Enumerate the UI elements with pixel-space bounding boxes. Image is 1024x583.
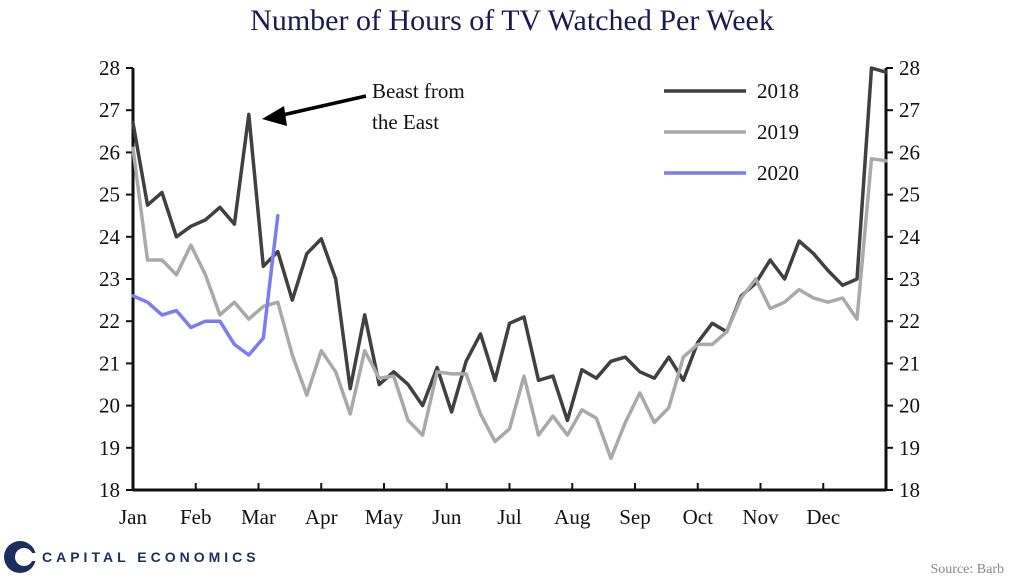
legend: 2018 2019 2020 bbox=[664, 79, 799, 185]
y-tick-label-right: 21 bbox=[899, 351, 920, 375]
y-tick-label-right: 22 bbox=[899, 309, 920, 333]
annotation-arrow-head bbox=[262, 106, 287, 126]
y-tick-label-right: 25 bbox=[899, 183, 920, 207]
x-tick-label: Sep bbox=[619, 505, 651, 529]
x-tick-label: Jun bbox=[432, 505, 462, 529]
footer: CAPITAL ECONOMICS Source: Barb bbox=[4, 541, 1004, 577]
y-tick-label-left: 19 bbox=[99, 436, 120, 460]
series-lines bbox=[131, 66, 888, 461]
y-tick-label-left: 21 bbox=[99, 351, 120, 375]
y-tick-label-right: 23 bbox=[899, 267, 920, 291]
y-tick-label-right: 20 bbox=[899, 394, 920, 418]
annotation-line-2: the East bbox=[372, 110, 439, 134]
y-tick-label-left: 22 bbox=[99, 309, 120, 333]
capital-economics-logo bbox=[4, 541, 38, 573]
y-tick-label-right: 18 bbox=[899, 478, 920, 502]
y-tick-label-left: 20 bbox=[99, 394, 120, 418]
x-tick-label: Apr bbox=[305, 505, 338, 529]
x-tick-label: Feb bbox=[180, 505, 212, 529]
series-line-2019 bbox=[131, 146, 888, 461]
y-tick-label-left: 26 bbox=[99, 140, 120, 164]
x-tick-label: Dec bbox=[806, 505, 840, 529]
x-tick-label: Mar bbox=[241, 505, 276, 529]
y-tick-label-left: 18 bbox=[99, 478, 120, 502]
y-tick-label-right: 27 bbox=[899, 98, 920, 122]
y-tick-label-left: 23 bbox=[99, 267, 120, 291]
y-tick-label-right: 28 bbox=[899, 56, 920, 80]
y-tick-label-left: 25 bbox=[99, 183, 120, 207]
y-tick-label-left: 28 bbox=[99, 56, 120, 80]
legend-label-2020: 2020 bbox=[757, 161, 799, 185]
y-tick-label-right: 19 bbox=[899, 436, 920, 460]
y-tick-label-left: 24 bbox=[99, 225, 121, 249]
x-tick-label: Jul bbox=[497, 505, 522, 529]
annotation-line-1: Beast from bbox=[372, 79, 465, 103]
chart-title: Number of Hours of TV Watched Per Week bbox=[250, 4, 774, 37]
series-line-2018 bbox=[131, 66, 888, 423]
x-tick-label: May bbox=[365, 505, 404, 529]
y-tick-label-left: 27 bbox=[99, 98, 120, 122]
source-note: Source: Barb bbox=[931, 562, 1004, 577]
logo-mark-gap bbox=[24, 553, 38, 561]
legend-label-2019: 2019 bbox=[757, 120, 799, 144]
annotation: Beast from the East bbox=[262, 79, 465, 134]
x-tick-label: Jan bbox=[119, 505, 147, 529]
brand-name: CAPITAL ECONOMICS bbox=[42, 549, 260, 565]
x-tick-label: Aug bbox=[554, 505, 591, 529]
y-tick-label-right: 24 bbox=[899, 225, 921, 249]
x-tick-label: Nov bbox=[742, 505, 779, 529]
y-tick-label-right: 26 bbox=[899, 140, 920, 164]
legend-label-2018: 2018 bbox=[757, 79, 799, 103]
annotation-arrow-shaft bbox=[277, 94, 367, 118]
series-line-2020 bbox=[131, 213, 280, 357]
x-tick-label: Oct bbox=[683, 505, 713, 529]
